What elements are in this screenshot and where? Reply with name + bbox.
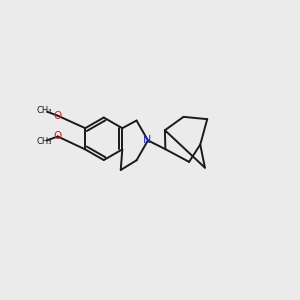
Text: O: O: [54, 111, 62, 121]
Text: CH₃: CH₃: [36, 137, 52, 146]
Text: CH₃: CH₃: [37, 106, 52, 115]
Text: N: N: [142, 135, 151, 145]
Text: O: O: [54, 131, 62, 142]
